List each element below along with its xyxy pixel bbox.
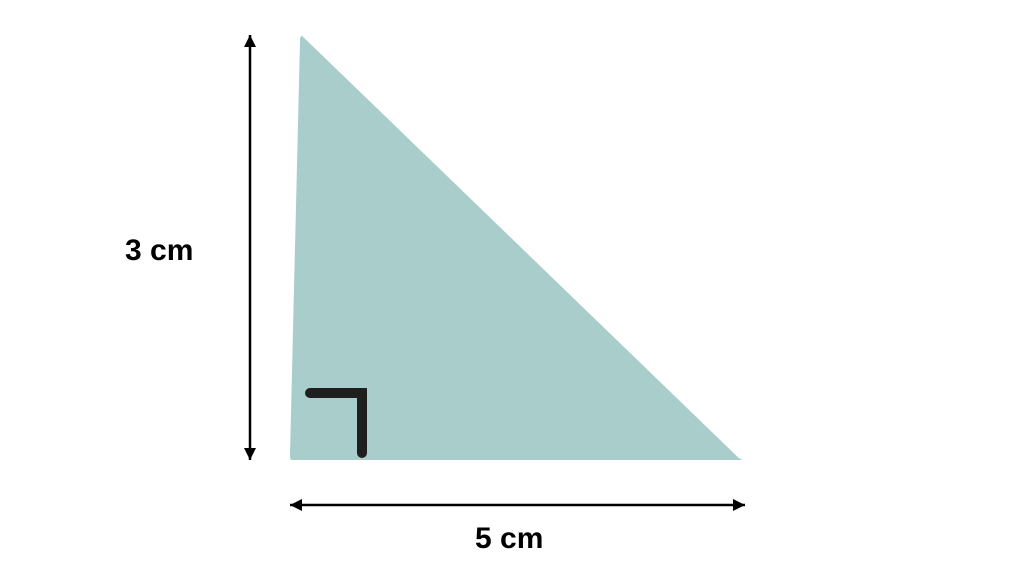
base-arrow-head-left — [290, 499, 302, 511]
base-dimension: 5 cm — [290, 499, 745, 555]
height-arrow-head-bottom — [244, 448, 256, 460]
base-arrow-head-right — [733, 499, 745, 511]
height-label: 3 cm — [125, 234, 193, 267]
base-label: 5 cm — [475, 522, 543, 555]
geometry-diagram: 3 cm 5 cm — [0, 0, 1024, 576]
height-dimension: 3 cm — [125, 35, 256, 460]
height-arrow-head-top — [244, 35, 256, 47]
